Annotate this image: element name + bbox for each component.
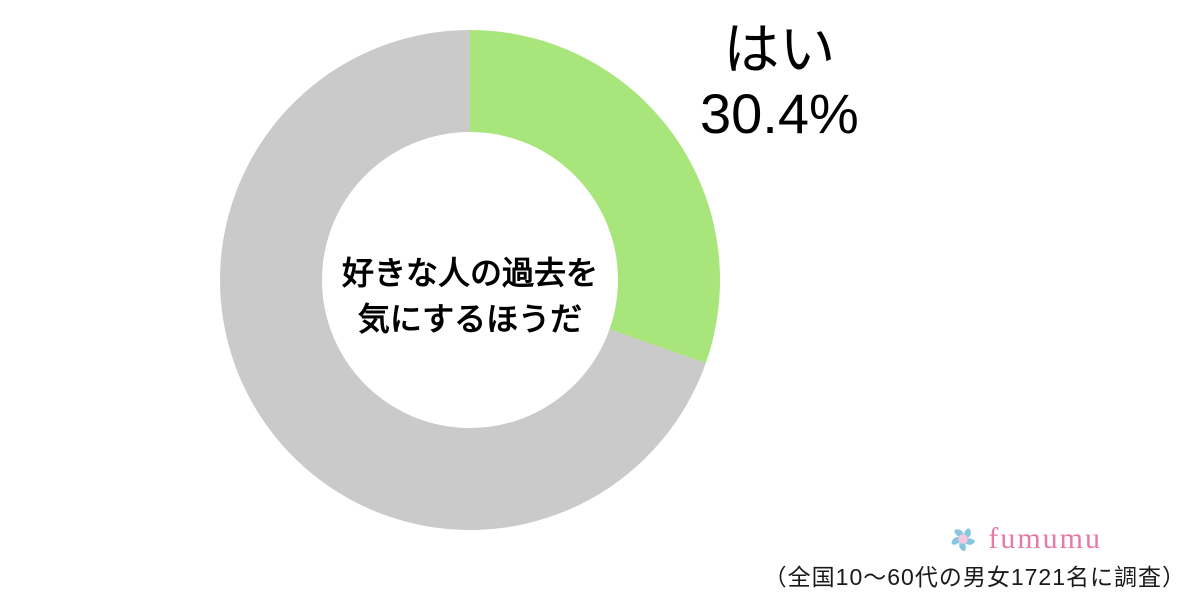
- donut-chart-container: はい 30.4% 好きな人の過去を 気にするほうだ fumumu （全国10～6…: [0, 0, 1200, 600]
- slice-yes-label-text: はい: [700, 18, 859, 82]
- logo-text: fumumu: [988, 522, 1102, 556]
- center-label-line1: 好きな人の過去を: [310, 250, 630, 296]
- survey-footnote: （全国10～60代の男女1721名に調査）: [764, 558, 1186, 592]
- slice-yes-label-pct: 30.4%: [700, 82, 859, 146]
- chart-center-label: 好きな人の過去を 気にするほうだ: [310, 250, 630, 343]
- fumumu-logo: fumumu: [944, 520, 1102, 558]
- center-label-line2: 気にするほうだ: [310, 296, 630, 342]
- slice-yes-label: はい 30.4%: [700, 18, 859, 147]
- flower-icon: [944, 520, 982, 558]
